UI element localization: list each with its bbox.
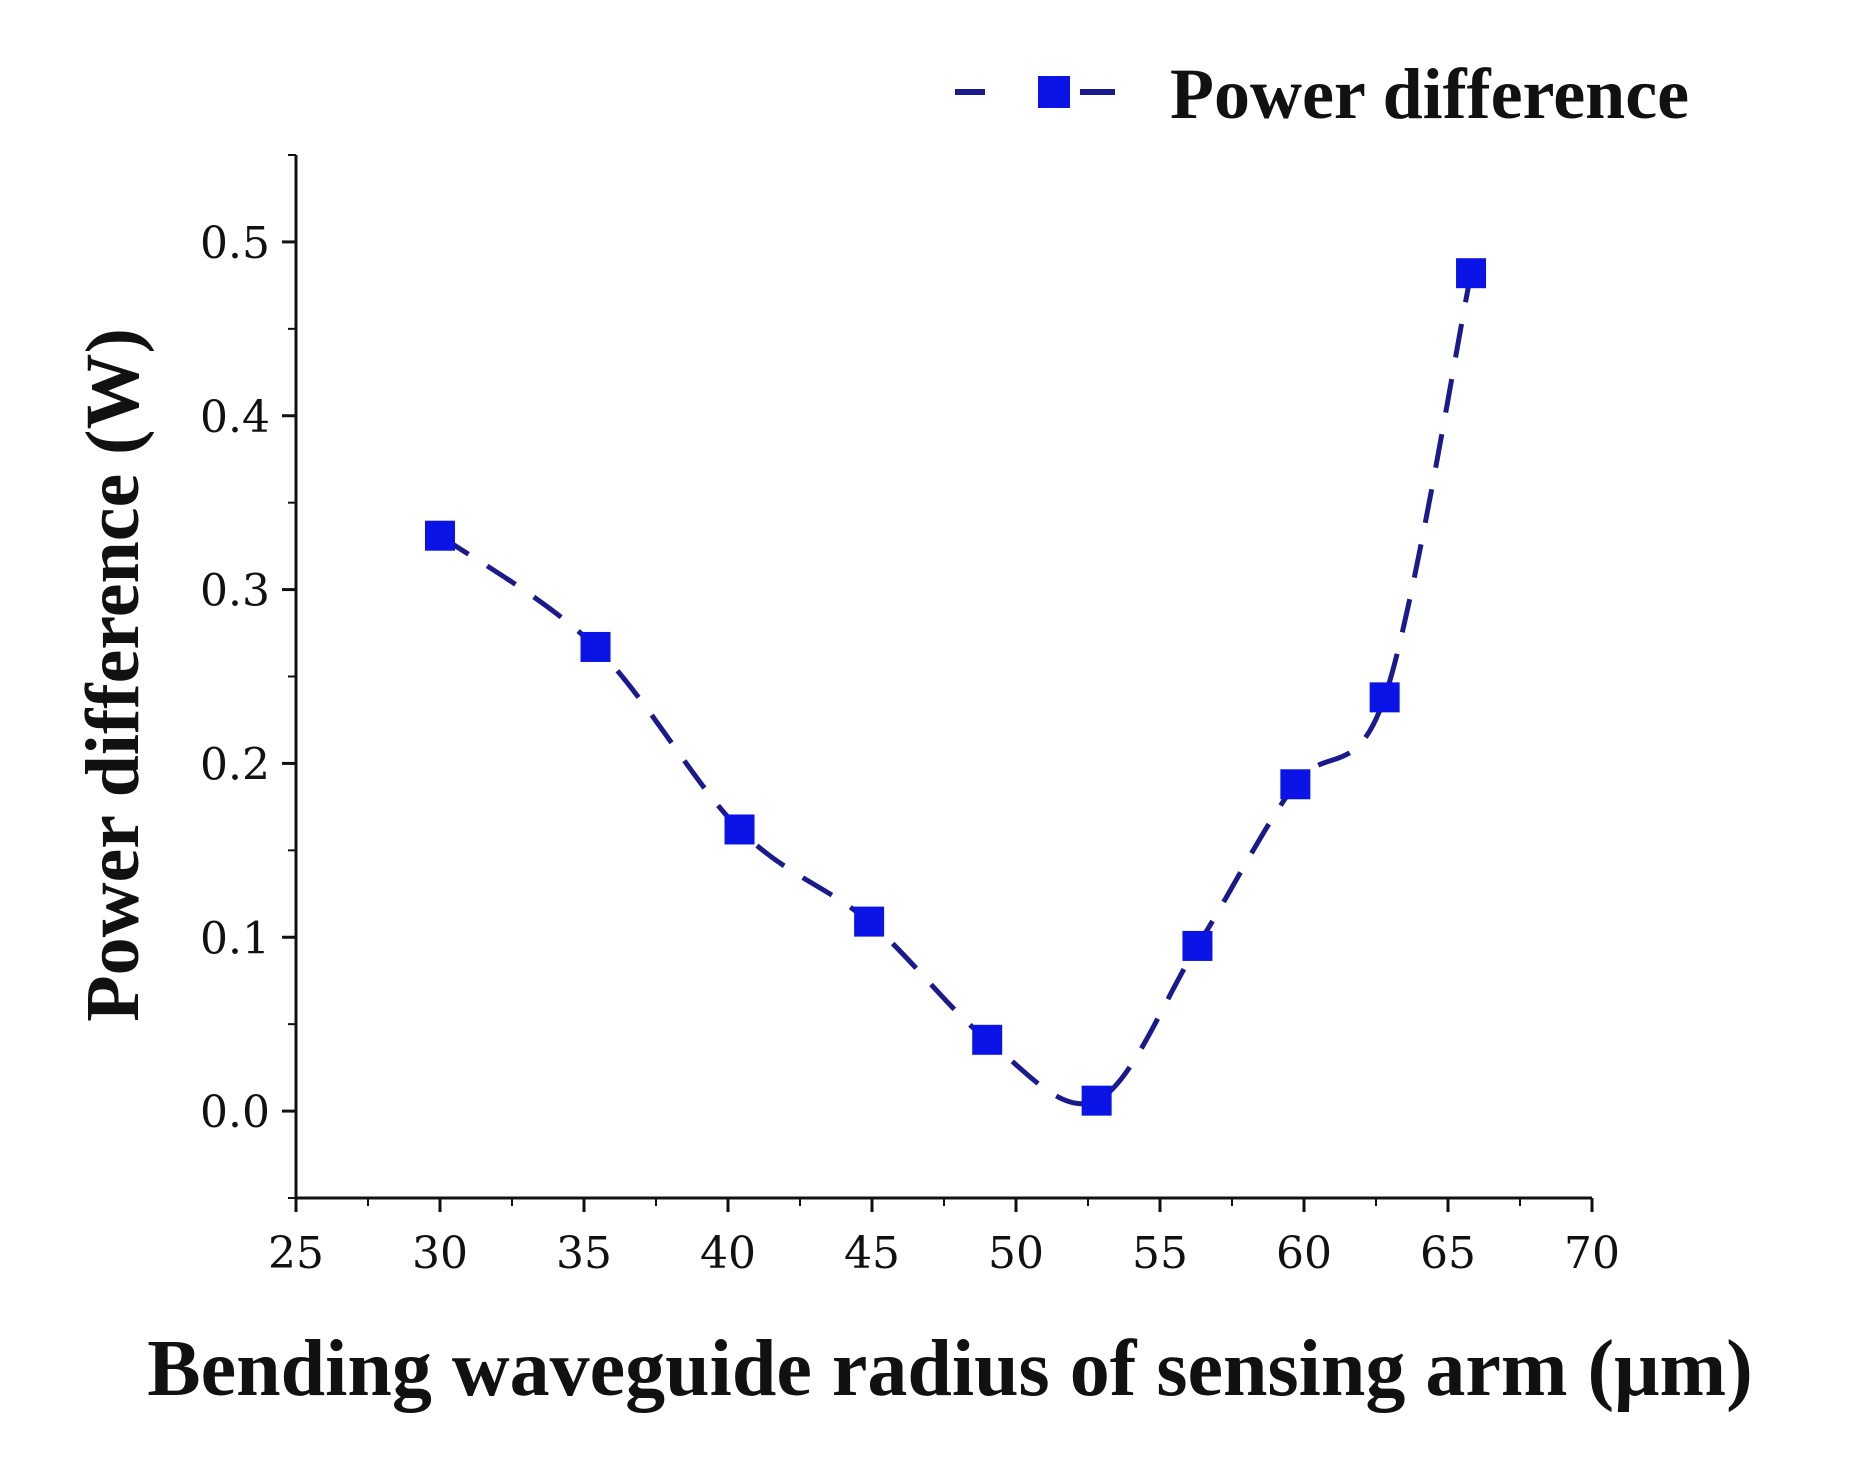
y-axis-title: Power difference (W) xyxy=(71,328,155,1022)
legend-label: Power difference xyxy=(1170,54,1689,134)
data-point xyxy=(580,631,611,662)
x-tick-label: 60 xyxy=(1276,1228,1332,1279)
x-tick-label: 35 xyxy=(556,1228,612,1279)
x-tick-label: 50 xyxy=(988,1228,1044,1279)
data-point xyxy=(972,1024,1003,1055)
x-tick-label: 65 xyxy=(1420,1228,1476,1279)
y-tick-label: 0.2 xyxy=(200,739,270,790)
series xyxy=(425,258,1487,1116)
y-tick-label: 0.3 xyxy=(200,566,270,617)
x-tick-label: 40 xyxy=(700,1228,756,1279)
y-tick-label: 0.5 xyxy=(200,218,270,269)
data-point xyxy=(1280,769,1311,800)
ticks: 25 30 35 40 45 50 55 60 65 70 0.0 0.1 0.2 0.3 0.4 0.5 xyxy=(200,154,1620,1279)
legend-marker xyxy=(1038,76,1070,108)
data-point xyxy=(1369,682,1400,713)
data-point xyxy=(724,814,755,845)
x-axis-title: Bending waveguide radius of sensing arm … xyxy=(147,1325,1752,1413)
series-line xyxy=(438,272,1474,1107)
x-tick-label: 45 xyxy=(844,1228,900,1279)
data-point xyxy=(1182,930,1213,961)
x-tick-label: 30 xyxy=(412,1228,468,1279)
y-tick-label: 0.0 xyxy=(200,1087,270,1138)
legend: Power difference xyxy=(955,54,1689,134)
axes xyxy=(294,155,1592,1200)
y-tick-label: 0.1 xyxy=(200,913,270,964)
data-point xyxy=(425,520,455,551)
data-point xyxy=(854,906,885,937)
y-tick-label: 0.4 xyxy=(200,392,270,443)
x-tick-label: 55 xyxy=(1132,1228,1188,1279)
x-tick-label: 25 xyxy=(268,1228,324,1279)
x-tick-label: 70 xyxy=(1564,1228,1620,1279)
data-point xyxy=(1456,258,1487,289)
data-point xyxy=(1081,1085,1112,1116)
